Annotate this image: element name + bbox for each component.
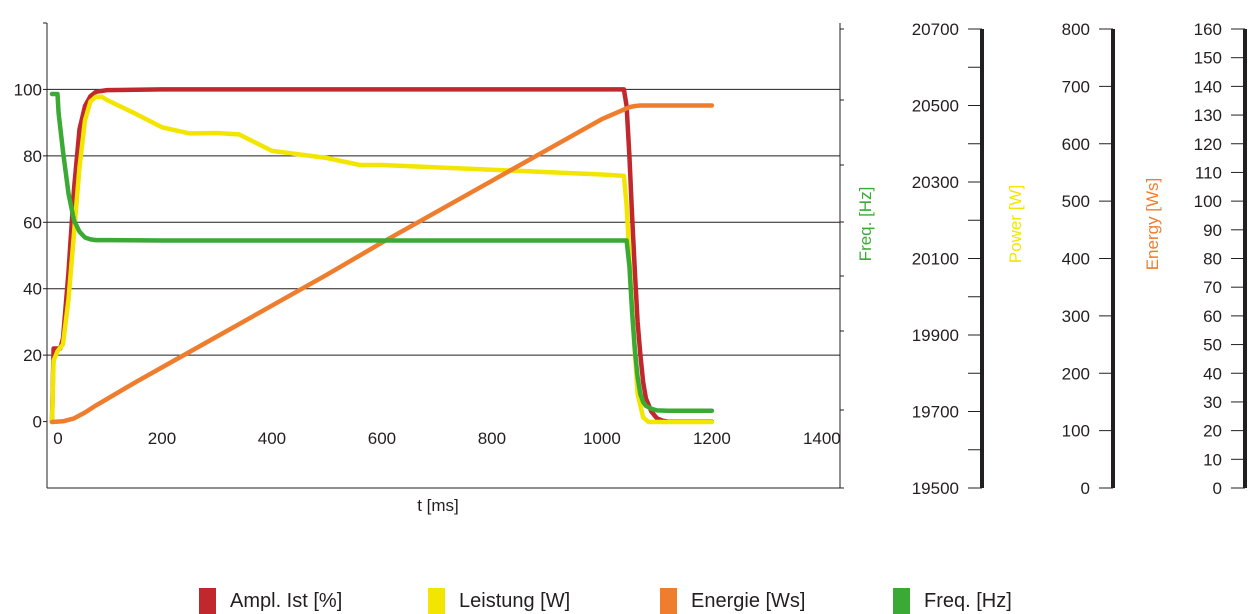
legend-swatch	[660, 588, 677, 614]
axis-tick-label-freq-20100: 20100	[912, 250, 959, 269]
legend-label: Energie [Ws]	[691, 589, 806, 612]
axis-tick-label-energy-160: 160	[1194, 20, 1222, 39]
left-tick-label-20: 20	[23, 346, 42, 365]
axis-tick-label-energy-150: 150	[1194, 49, 1222, 68]
axis-tick-label-energy-120: 120	[1194, 135, 1222, 154]
legend-item-energie: Energie [Ws]	[660, 588, 805, 614]
legend-swatch	[893, 588, 910, 614]
axis-tick-label-energy-80: 80	[1203, 250, 1222, 269]
x-tick-label-200: 200	[148, 429, 176, 448]
axis-freq: 19500 19700 19900 20100 20300 20500 20700 Freq.…	[856, 20, 984, 498]
axis-tick-label-power-200: 200	[1062, 364, 1090, 383]
x-tick-label-1200: 1200	[693, 429, 731, 448]
axis-tick-label-freq-19700: 19700	[912, 403, 959, 422]
legend-item-leistung: Leistung [W]	[428, 588, 570, 614]
axis-label-power: Power [W]	[1006, 185, 1025, 263]
axis-tick-label-energy-100: 100	[1194, 192, 1222, 211]
axis-tick-label-power-300: 300	[1062, 307, 1090, 326]
series-freq-hz	[49, 91, 715, 413]
x-tick-label-600: 600	[368, 429, 396, 448]
axis-tick-label-power-700: 700	[1062, 77, 1090, 96]
axis-energy: 0 10 20 30 40 50 60 70 80 90 100 110 120 130 140 150 160…	[1143, 20, 1247, 498]
legend: Ampl. Ist [%] Leistung [W] Energie [Ws] …	[0, 588, 1253, 614]
axis-tick-label-power-400: 400	[1062, 250, 1090, 269]
left-tick-label-80: 80	[23, 147, 42, 166]
x-tick-label-1000: 1000	[583, 429, 621, 448]
left-tick-label-60: 60	[23, 213, 42, 232]
axis-tick-label-energy-90: 90	[1203, 221, 1222, 240]
axis-tick-label-energy-40: 40	[1203, 364, 1222, 383]
x-tick-label-400: 400	[258, 429, 286, 448]
axis-power: 0 100 200 300 400 500 600 700 800 Power [W]	[1006, 20, 1115, 498]
axis-tick-label-energy-50: 50	[1203, 336, 1222, 355]
axis-tick-label-energy-140: 140	[1194, 77, 1222, 96]
left-tick-label-40: 40	[23, 280, 42, 299]
axis-tick-label-freq-20700: 20700	[912, 20, 959, 39]
series-lines	[49, 87, 715, 425]
x-tick-label-0: 0	[53, 429, 62, 448]
axis-tick-label-power-600: 600	[1062, 135, 1090, 154]
axis-tick-label-freq-19900: 19900	[912, 326, 959, 345]
axis-tick-label-power-500: 500	[1062, 192, 1090, 211]
x-axis-ticks: 0 200 400 600 800 1000 1200 1400	[53, 429, 841, 448]
axis-tick-label-power-0: 0	[1081, 479, 1090, 498]
axis-tick-label-energy-60: 60	[1203, 307, 1222, 326]
x-axis-label: t [ms]	[417, 496, 459, 515]
legend-swatch	[199, 588, 216, 614]
axis-tick-label-freq-19500: 19500	[912, 479, 959, 498]
left-tick-label-0: 0	[33, 413, 42, 432]
axis-tick-label-energy-130: 130	[1194, 106, 1222, 125]
legend-swatch	[428, 588, 445, 614]
axis-tick-label-power-800: 800	[1062, 20, 1090, 39]
axis-label-freq: Freq. [Hz]	[856, 187, 875, 262]
axis-tick-label-freq-20300: 20300	[912, 173, 959, 192]
x-tick-label-1400: 1400	[803, 429, 841, 448]
legend-label: Freq. [Hz]	[924, 589, 1012, 612]
axis-tick-label-energy-30: 30	[1203, 393, 1222, 412]
series-energie-ws	[49, 103, 715, 425]
axis-tick-label-energy-20: 20	[1203, 422, 1222, 441]
axis-tick-label-energy-0: 0	[1213, 479, 1222, 498]
left-axis-ticks: 0 20 40 60 80 100	[14, 80, 42, 431]
legend-item-freq: Freq. [Hz]	[893, 588, 1012, 614]
axis-tick-label-power-100: 100	[1062, 422, 1090, 441]
right-axes: 19500197001990020100203002050020700Freq.…	[856, 20, 1247, 498]
plot-frame	[43, 22, 844, 489]
series-ampl-ist	[49, 87, 715, 424]
legend-item-ampl: Ampl. Ist [%]	[199, 588, 342, 614]
legend-label: Ampl. Ist [%]	[230, 589, 343, 612]
x-tick-label-800: 800	[478, 429, 506, 448]
axis-label-energy: Energy [Ws]	[1143, 178, 1162, 271]
legend-label: Leistung [W]	[459, 589, 571, 612]
axis-tick-label-energy-10: 10	[1203, 450, 1222, 469]
axis-tick-label-energy-70: 70	[1203, 278, 1222, 297]
axis-tick-label-energy-110: 110	[1195, 163, 1222, 182]
axis-tick-label-freq-20500: 20500	[912, 97, 959, 116]
left-tick-label-100: 100	[14, 80, 42, 99]
